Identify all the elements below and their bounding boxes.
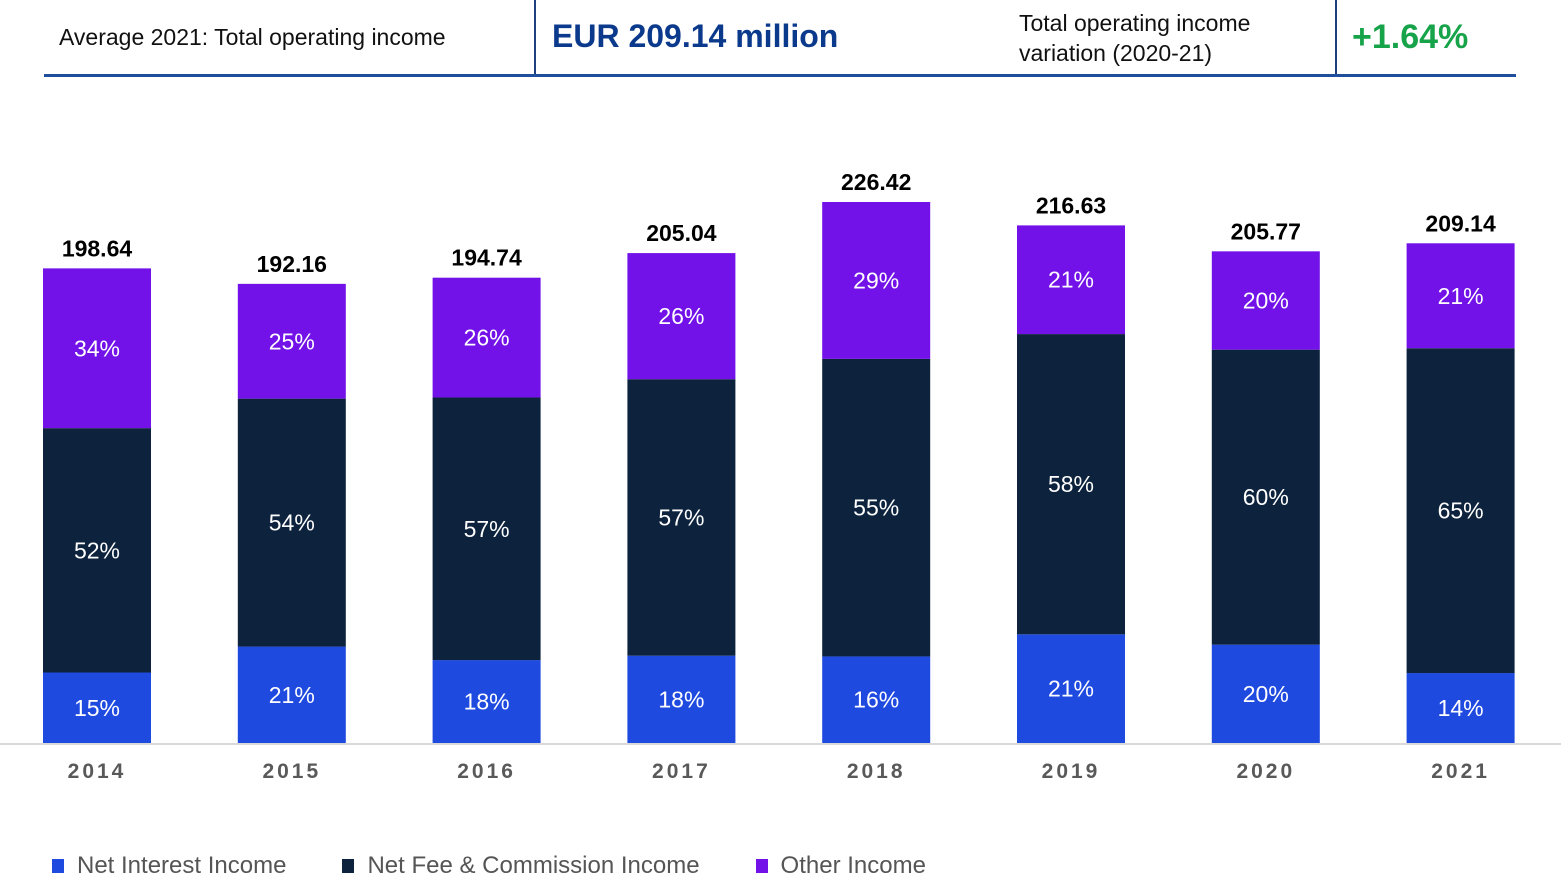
bar-group-2014: 15% 52% 34% 198.64 <box>43 235 151 743</box>
segment-label: 58% <box>1048 471 1094 497</box>
segment-label: 60% <box>1243 484 1289 510</box>
total-label: 216.63 <box>1036 192 1106 218</box>
bar-group-2018: 16% 55% 29% 226.42 <box>822 169 931 743</box>
bar-segment <box>43 268 151 429</box>
segment-label: 18% <box>658 686 704 712</box>
bar-segment <box>1406 243 1515 349</box>
stacked-bar-chart: 15%52%34%198.6421%54%25%192.1618%57%26%1… <box>0 169 1561 783</box>
total-label: 198.64 <box>62 235 133 261</box>
variation-label: Total operating income variation (2020-2… <box>1019 10 1251 66</box>
legend-item: Net Fee & Commission Income <box>342 852 700 880</box>
legend-label: Net Interest Income <box>77 852 287 879</box>
bar-segment <box>822 358 931 657</box>
segment-label: 26% <box>658 303 704 329</box>
segment-label: 65% <box>1438 498 1484 524</box>
total-label: 194.74 <box>451 245 522 271</box>
segment-label: 52% <box>74 537 120 563</box>
x-tick-label: 2021 <box>1431 760 1490 783</box>
segment-label: 34% <box>74 335 120 361</box>
legend-swatch <box>755 859 768 873</box>
bar-group-2017: 18% 57% 26% 205.04 <box>627 220 736 743</box>
segment-label: 25% <box>269 328 315 354</box>
total-label: 205.77 <box>1231 218 1301 244</box>
legend-item: Other Income <box>755 852 926 880</box>
segment-label: 20% <box>1243 288 1289 314</box>
bar-segment <box>237 398 346 647</box>
bar-segment <box>627 253 736 380</box>
bar-segment <box>1211 644 1320 743</box>
segment-label: 21% <box>1048 676 1094 702</box>
x-tick-label: 2018 <box>847 760 906 783</box>
bar-group-2016: 18% 57% 26% 194.74 <box>432 245 541 743</box>
segment-label: 29% <box>853 267 899 293</box>
x-tick-label: 2014 <box>68 760 127 783</box>
bar-segment <box>822 656 931 743</box>
legend-label: Other Income <box>780 852 926 879</box>
segment-label: 18% <box>464 689 510 715</box>
segment-label: 21% <box>1048 267 1094 293</box>
total-label: 226.42 <box>841 169 911 195</box>
bar-segment <box>627 655 736 743</box>
legend-swatch <box>52 859 64 873</box>
bar-segment <box>822 202 931 359</box>
bar-segment <box>43 672 151 743</box>
bar-group-2020: 20% 60% 20% 205.77 <box>1211 218 1320 743</box>
segment-label: 55% <box>853 495 899 521</box>
total-label: 205.04 <box>646 220 717 246</box>
bar-segment <box>627 379 736 656</box>
header-divider <box>534 0 536 74</box>
segment-label: 26% <box>464 325 510 351</box>
bar-group-2021: 14% 65% 21% 209.14 <box>1406 210 1515 743</box>
segment-label: 15% <box>74 695 120 721</box>
bar-segment <box>1406 348 1515 674</box>
x-tick-label: 2016 <box>457 760 516 783</box>
x-tick-label: 2019 <box>1042 760 1101 783</box>
bar-group-2015: 21% 54% 25% 192.16 <box>237 251 346 743</box>
bar-segment <box>1017 225 1125 335</box>
segment-label: 21% <box>269 682 315 708</box>
segment-label: 20% <box>1243 681 1289 707</box>
bar-segment <box>237 283 346 399</box>
bar-segment <box>43 428 151 673</box>
bar-segment <box>1211 349 1320 645</box>
bar-segment <box>432 277 541 398</box>
bar-segment <box>1211 251 1320 350</box>
bar-segment <box>432 397 541 661</box>
x-tick-label: 2020 <box>1236 760 1295 783</box>
average-value: EUR 209.14 million <box>552 18 839 54</box>
x-tick-label: 2015 <box>262 760 321 783</box>
segment-label: 21% <box>1438 283 1484 309</box>
legend-item: Net Interest Income <box>52 852 286 880</box>
segment-label: 57% <box>658 504 704 530</box>
segment-label: 54% <box>269 510 315 536</box>
segment-label: 57% <box>464 516 510 542</box>
average-label: Average 2021: Total operating income <box>59 24 446 50</box>
bar-segment <box>237 646 346 743</box>
total-label: 209.14 <box>1425 210 1496 236</box>
kpi-header: Average 2021: Total operating income EUR… <box>44 0 1516 77</box>
x-tick-label: 2017 <box>652 760 711 783</box>
header-divider <box>1335 0 1337 74</box>
legend-swatch <box>342 859 355 873</box>
bar-segment <box>432 660 541 743</box>
segment-label: 14% <box>1438 695 1484 721</box>
variation-value: +1.64% <box>1352 18 1469 56</box>
bar-segment <box>1406 673 1515 743</box>
legend: Net Interest Income Net Fee & Commission … <box>52 852 982 880</box>
legend-label: Net Fee & Commission Income <box>367 852 700 879</box>
segment-label: 16% <box>853 687 899 713</box>
bar-segment <box>1017 334 1125 635</box>
bar-group-2019: 21% 58% 21% 216.63 <box>1017 192 1125 743</box>
total-label: 192.16 <box>257 251 327 277</box>
bar-segment <box>1017 634 1125 743</box>
